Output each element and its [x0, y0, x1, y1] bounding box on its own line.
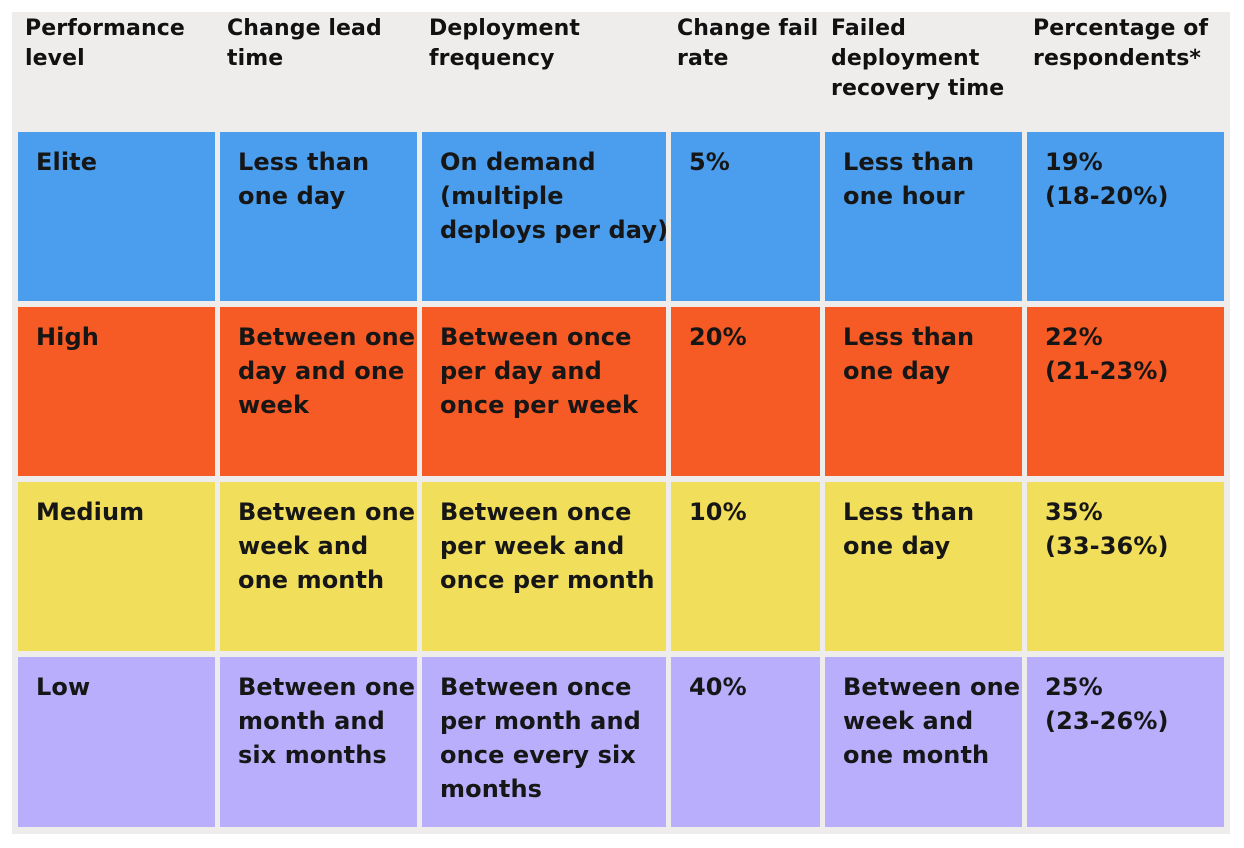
cell-line: 40%: [689, 673, 747, 701]
header-line: level: [25, 46, 85, 71]
cell-change-lead-time: Between one day and one week: [220, 307, 417, 476]
cell-percentage: 22% (21-23%): [1027, 307, 1224, 476]
cell-line: day and one: [238, 357, 405, 385]
cell-line: one month: [843, 741, 990, 769]
cell-line: Less than: [843, 498, 975, 526]
header-line: Change lead: [227, 16, 382, 41]
header-line: Change fail: [677, 16, 819, 41]
cell-line: one hour: [843, 182, 965, 210]
header-line: Performance: [25, 16, 185, 41]
header-percentage-respondents: Percentage of respondents*: [1033, 14, 1208, 74]
header-line: Failed: [831, 16, 906, 41]
cell-line: one day: [843, 532, 951, 560]
cell-change-lead-time: Between one month and six months: [220, 657, 417, 827]
cell-line: Medium: [36, 498, 145, 526]
cell-line: Between once: [440, 673, 632, 701]
header-line: Percentage of: [1033, 16, 1209, 41]
cell-line: deploys per day): [440, 216, 669, 244]
header-deployment-frequency: Deployment frequency: [429, 14, 580, 74]
cell-line: week: [238, 391, 310, 419]
cell-line: per week and: [440, 532, 625, 560]
cell-line: Less than: [843, 323, 975, 351]
cell-change-fail-rate: 5%: [671, 132, 820, 301]
cell-recovery-time: Between one week and one month: [825, 657, 1022, 827]
cell-line: (33-36%): [1045, 532, 1169, 560]
cell-line: one day: [843, 357, 951, 385]
header-line: deployment: [831, 46, 980, 71]
cell-recovery-time: Less than one day: [825, 307, 1022, 476]
cell-line: 35%: [1045, 498, 1103, 526]
cell-line: one day: [238, 182, 346, 210]
cell-line: 5%: [689, 148, 730, 176]
cell-line: (multiple: [440, 182, 564, 210]
cell-line: once every six: [440, 741, 636, 769]
header-change-lead-time: Change lead time: [227, 14, 382, 74]
cell-line: 25%: [1045, 673, 1103, 701]
cell-line: 19%: [1045, 148, 1103, 176]
cell-line: Between one: [238, 673, 416, 701]
header-line: recovery time: [831, 76, 1005, 101]
header-line: rate: [677, 46, 729, 71]
cell-line: Less than: [843, 148, 975, 176]
cell-line: Between one: [238, 498, 416, 526]
cell-deployment-frequency: On demand (multiple deploys per day): [422, 132, 669, 301]
cell-recovery-time: Less than one hour: [825, 132, 1022, 301]
cell-line: (23-26%): [1045, 707, 1169, 735]
cell-line: Between once: [440, 323, 632, 351]
cell-line: 22%: [1045, 323, 1103, 351]
header-performance-level: Performance level: [25, 14, 185, 74]
cell-line: week and: [238, 532, 369, 560]
cell-deployment-frequency: Between once per month and once every si…: [422, 657, 666, 827]
cell-recovery-time: Less than one day: [825, 482, 1022, 651]
cell-line: On demand: [440, 148, 596, 176]
cell-change-lead-time: Between one week and one month: [220, 482, 417, 651]
cell-line: High: [36, 323, 99, 351]
cell-line: Low: [36, 673, 91, 701]
header-line: frequency: [429, 46, 555, 71]
cell-level: Elite: [18, 132, 215, 301]
cell-level: High: [18, 307, 215, 476]
cell-line: Between one: [843, 673, 1021, 701]
cell-level: Medium: [18, 482, 215, 651]
header-change-fail-rate: Change fail rate: [677, 14, 818, 74]
cell-line: Less than: [238, 148, 370, 176]
cell-line: 20%: [689, 323, 747, 351]
cell-level: Low: [18, 657, 215, 827]
cell-line: six months: [238, 741, 387, 769]
cell-line: months: [440, 775, 543, 803]
header-line: Deployment: [429, 16, 580, 41]
cell-change-fail-rate: 20%: [671, 307, 820, 476]
cell-line: once per month: [440, 566, 655, 594]
cell-line: Between one: [238, 323, 416, 351]
cell-line: month and: [238, 707, 385, 735]
header-line: respondents*: [1033, 46, 1202, 71]
cell-percentage: 25% (23-26%): [1027, 657, 1224, 827]
cell-deployment-frequency: Between once per day and once per week: [422, 307, 666, 476]
cell-deployment-frequency: Between once per week and once per month: [422, 482, 666, 651]
cell-line: Elite: [36, 148, 98, 176]
cell-line: (21-23%): [1045, 357, 1169, 385]
cell-line: Between once: [440, 498, 632, 526]
cell-line: per day and: [440, 357, 602, 385]
cell-percentage: 19% (18-20%): [1027, 132, 1224, 301]
cell-line: (18-20%): [1045, 182, 1169, 210]
header-line: time: [227, 46, 284, 71]
cell-line: 10%: [689, 498, 747, 526]
cell-line: one month: [238, 566, 385, 594]
header-recovery-time: Failed deployment recovery time: [831, 14, 1004, 104]
cell-change-fail-rate: 10%: [671, 482, 820, 651]
cell-line: week and: [843, 707, 974, 735]
cell-change-fail-rate: 40%: [671, 657, 820, 827]
cell-line: once per week: [440, 391, 639, 419]
cell-change-lead-time: Less than one day: [220, 132, 417, 301]
cell-line: per month and: [440, 707, 641, 735]
cell-percentage: 35% (33-36%): [1027, 482, 1224, 651]
